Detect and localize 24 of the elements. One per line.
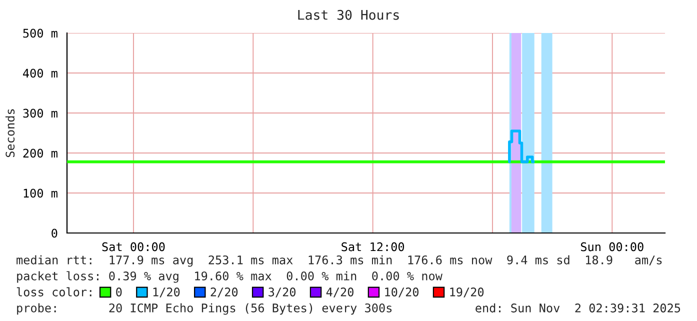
- text: packet loss: 0.39 % avg 19.60 % max 0.00 % min 0.00 % now: [17, 271, 442, 283]
- x-tick-label: Sat 00:00: [102, 242, 165, 252]
- x-tick-label: Sat 12:00: [342, 242, 404, 252]
- legend-label: 0: [116, 288, 122, 296]
- y-axis-title: Seconds: [5, 109, 15, 158]
- legend-label: 3/20: [268, 288, 296, 298]
- chart-title: Last 30 Hours: [298, 10, 399, 20]
- y-tick-label: 500 m: [23, 28, 58, 38]
- legend-title: loss color:: [16, 287, 92, 296]
- legend-label: 19/20: [450, 288, 484, 298]
- y-tick-label: 400 m: [23, 68, 58, 78]
- legend-label: 1/20: [153, 288, 180, 298]
- y-tick-label: 0: [52, 228, 58, 238]
- text: end: Sun Nov 2 02:39:31 2025: [476, 303, 680, 312]
- text: median rtt: 177.9 ms avg 253.1 ms max 176.3 ms min 176.6 ms now 9.4 ms sd 18.9 am/s: [16, 255, 662, 267]
- text: probe: 20 ICMP Echo Pings (56 Bytes) every 300s: [17, 303, 392, 315]
- line-series: [508, 130, 535, 164]
- x-tick-label: Sun 00:00: [580, 242, 644, 252]
- legend-label: 4/20: [326, 288, 354, 298]
- legend-label: 10/20: [385, 288, 419, 298]
- y-tick-label: 200 m: [23, 148, 58, 158]
- y-tick-label: 300 m: [23, 108, 58, 118]
- legend-label: 2/20: [210, 288, 238, 298]
- y-tick-label: 100 m: [24, 188, 58, 198]
